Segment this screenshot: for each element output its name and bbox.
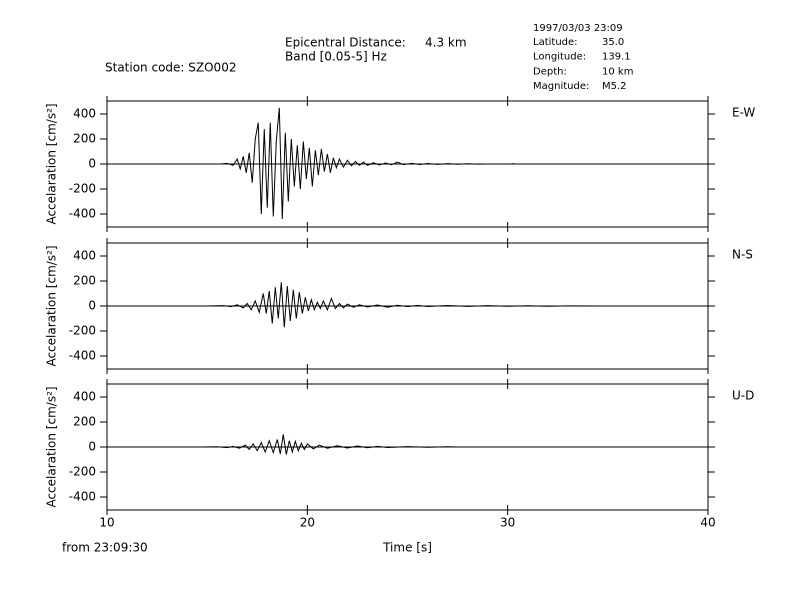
channel-label: U-D <box>732 389 754 403</box>
channel-label: N-S <box>732 248 753 262</box>
y-tick-label: 0 <box>88 440 96 454</box>
y-tick-label: -400 <box>69 349 96 363</box>
waveform <box>207 282 668 328</box>
info-value: 35.0 <box>602 37 624 48</box>
y-tick-label: -200 <box>69 465 96 479</box>
y-axis-label: Accelaration [cm/s²] <box>45 386 59 507</box>
info-label: Magnitude: <box>533 81 589 92</box>
y-tick-label: 400 <box>73 107 96 121</box>
y-tick-label: 400 <box>73 390 96 404</box>
station-code: Station code: SZO002 <box>105 61 236 75</box>
waveform <box>221 107 568 220</box>
y-tick-label: -200 <box>69 324 96 338</box>
y-tick-label: 400 <box>73 249 96 263</box>
info-value: M5.2 <box>602 81 627 92</box>
x-tick-label: 10 <box>99 516 114 530</box>
y-axis-label: Accelaration [cm/s²] <box>45 245 59 366</box>
x-axis-label: Time [s] <box>382 541 432 555</box>
x-tick-label: 30 <box>500 516 515 530</box>
y-tick-label: 0 <box>88 157 96 171</box>
info-value: 139.1 <box>602 52 631 63</box>
x-tick-label: 40 <box>700 516 715 530</box>
info-label: Latitude: <box>533 37 578 48</box>
waveform <box>201 434 458 455</box>
band: Band [0.05-5] Hz <box>285 50 387 64</box>
y-tick-label: 200 <box>73 132 96 146</box>
time-origin: from 23:09:30 <box>62 541 148 555</box>
y-tick-label: -400 <box>69 207 96 221</box>
info-value: 10 km <box>602 66 633 77</box>
y-tick-label: -200 <box>69 182 96 196</box>
info-label: Longitude: <box>533 52 586 63</box>
distance-value: 4.3 km <box>425 36 467 50</box>
y-axis-label: Accelaration [cm/s²] <box>45 103 59 224</box>
y-tick-label: 0 <box>88 299 96 313</box>
y-tick-label: 200 <box>73 415 96 429</box>
y-tick-label: -400 <box>69 490 96 504</box>
distance-label: Epicentral Distance: <box>285 36 406 50</box>
y-tick-label: 200 <box>73 274 96 288</box>
datetime: 1997/03/03 23:09 <box>533 23 623 34</box>
channel-label: E-W <box>732 106 755 120</box>
x-tick-label: 20 <box>300 516 315 530</box>
info-label: Depth: <box>533 66 567 77</box>
